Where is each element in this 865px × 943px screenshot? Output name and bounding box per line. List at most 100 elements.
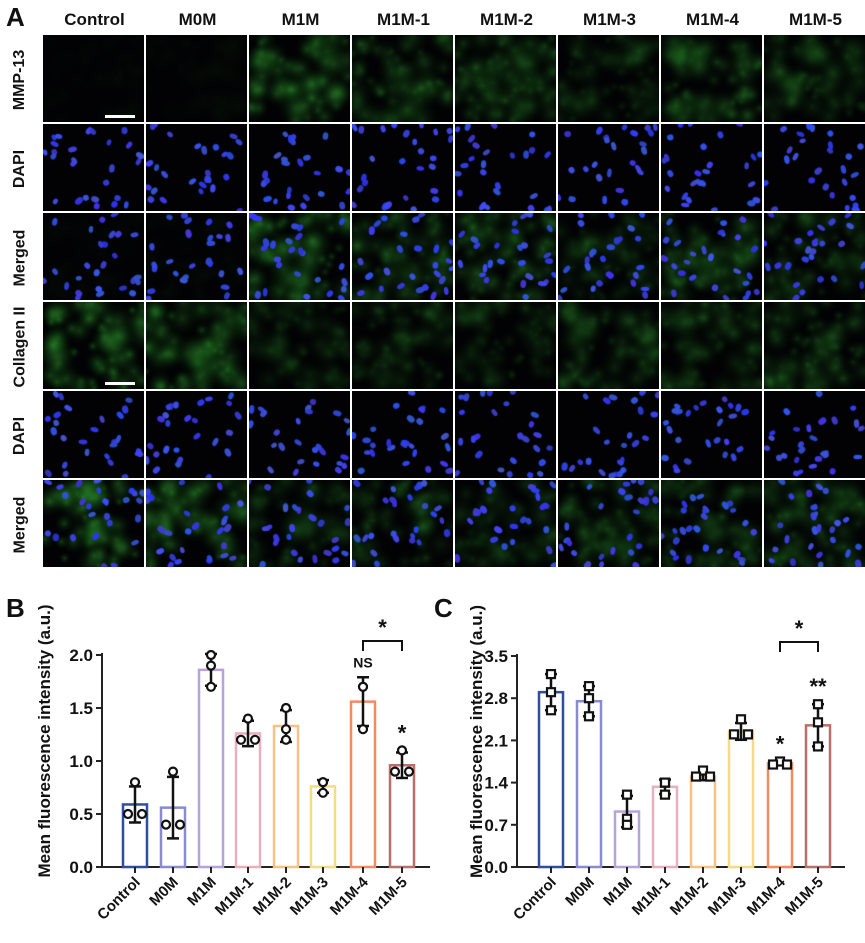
micrograph-tile	[43, 302, 144, 389]
data-point	[812, 699, 824, 710]
column-header: M1M-1	[377, 10, 430, 29]
micrograph-tile	[146, 124, 247, 211]
data-point	[812, 717, 824, 728]
micrograph-tile	[352, 213, 453, 300]
micrograph-tile	[146, 391, 247, 478]
micrograph-tile	[43, 35, 144, 122]
data-point	[389, 766, 401, 777]
bar	[766, 762, 794, 869]
bar	[197, 668, 225, 869]
x-tick-label: M1M-3	[287, 874, 332, 919]
bar	[727, 730, 755, 869]
y-tick-label: 2.0	[69, 646, 93, 665]
significance-label: **	[809, 674, 827, 699]
column-header: M1M-2	[480, 10, 533, 29]
micrograph-tile	[558, 480, 659, 567]
micrograph-tile	[455, 124, 556, 211]
data-point	[242, 713, 254, 724]
micrograph-tile	[249, 124, 350, 211]
significance-label: *	[776, 732, 785, 757]
data-point	[174, 819, 186, 830]
column-header: M1M-4	[686, 10, 739, 29]
micrograph-tile	[764, 35, 865, 122]
micrograph-tile	[558, 35, 659, 122]
micrograph-tile	[455, 213, 556, 300]
data-point	[357, 724, 369, 735]
micrograph-tile	[43, 213, 144, 300]
data-point	[317, 787, 329, 798]
micrograph-tile	[352, 391, 453, 478]
scale-bar	[105, 382, 135, 385]
x-tick-label: Control	[94, 874, 144, 924]
micrograph-tile	[249, 213, 350, 300]
micrograph-tile	[455, 391, 556, 478]
micrograph-tile	[43, 480, 144, 567]
micrograph-tile	[661, 480, 762, 567]
y-tick-label: 2.1	[484, 731, 508, 750]
micrograph-tile	[249, 35, 350, 122]
bar	[388, 763, 416, 869]
data-point	[583, 681, 595, 692]
significance-label: *	[398, 720, 407, 745]
x-tick-label: M1M-5	[782, 874, 827, 919]
bar	[575, 699, 603, 869]
column-header: M1M-5	[789, 10, 842, 29]
data-point	[167, 766, 179, 777]
data-point	[583, 711, 595, 722]
micrograph-tile	[43, 124, 144, 211]
micrograph-tile	[558, 124, 659, 211]
data-point	[136, 808, 148, 820]
bracket-significance-label: *	[378, 615, 387, 640]
x-tick-label: M0M	[562, 874, 598, 910]
column-header: M1M-3	[583, 10, 636, 29]
x-tick-label: M1M-3	[705, 874, 750, 919]
data-point	[129, 777, 141, 788]
micrograph-tile	[146, 35, 247, 122]
data-point	[690, 771, 702, 782]
micrograph-tile	[249, 391, 350, 478]
micrograph-tile	[764, 124, 865, 211]
micrograph-tile	[455, 480, 556, 567]
micrograph-tile	[146, 302, 247, 389]
micrograph-tile	[661, 124, 762, 211]
bar	[537, 690, 565, 869]
data-point	[122, 808, 134, 820]
data-point	[621, 789, 633, 800]
data-point	[545, 687, 557, 698]
bar	[689, 775, 717, 869]
micrograph-tile	[455, 35, 556, 122]
data-point	[396, 745, 408, 756]
data-point	[767, 759, 779, 770]
micrograph-tile	[352, 35, 453, 122]
panel-letter: B	[6, 593, 25, 623]
x-tick-label: M1M-1	[212, 874, 257, 919]
data-point	[583, 693, 595, 704]
y-tick-label: 1.4	[484, 774, 508, 793]
data-point	[235, 734, 247, 745]
column-header: M1M	[281, 10, 320, 29]
x-tick-label: M1M-4	[744, 873, 789, 918]
x-tick-label: M1M-1	[629, 874, 674, 919]
micrograph-tile	[43, 391, 144, 478]
y-tick-label: 2.8	[484, 689, 508, 708]
y-tick-label: 3.5	[484, 647, 508, 666]
data-point	[280, 734, 292, 745]
data-point	[403, 766, 415, 777]
micrograph-tile	[661, 35, 762, 122]
data-point	[735, 714, 747, 725]
micrograph-tile	[764, 302, 865, 389]
micrograph-tile	[764, 391, 865, 478]
micrograph-tile	[558, 391, 659, 478]
data-point	[812, 741, 824, 752]
data-point	[160, 819, 172, 830]
y-axis-label: Mean fluorescence intensity (a.u.)	[35, 604, 54, 877]
micrograph-tile	[352, 124, 453, 211]
micrograph-tile	[764, 480, 865, 567]
bar	[272, 724, 300, 869]
data-point	[621, 819, 633, 830]
comparison-bracket	[779, 641, 819, 652]
data-point	[280, 724, 292, 735]
data-point	[742, 729, 754, 740]
data-point	[205, 660, 217, 671]
panel-letter: C	[434, 593, 453, 623]
